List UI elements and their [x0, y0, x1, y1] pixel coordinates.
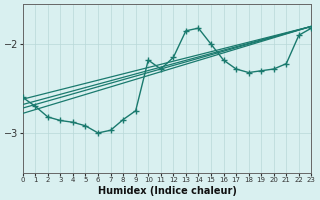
X-axis label: Humidex (Indice chaleur): Humidex (Indice chaleur) — [98, 186, 236, 196]
